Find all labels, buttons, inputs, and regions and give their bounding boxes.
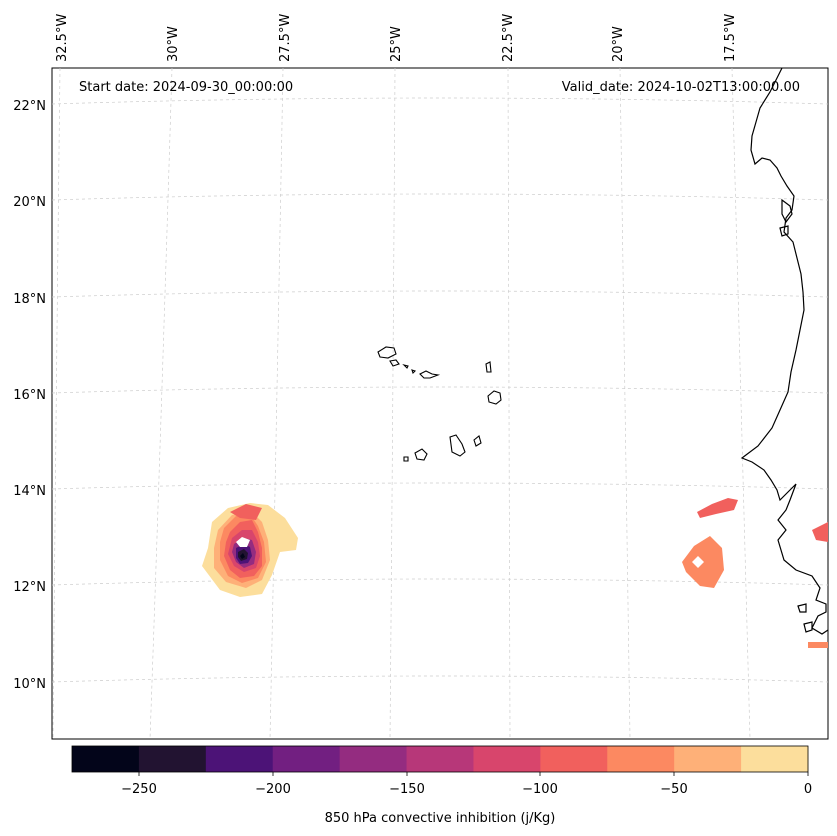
colorbar-tick-4: −50 <box>660 782 687 797</box>
lat-label-22n: 22°N <box>13 99 46 114</box>
cin-contour-east <box>682 498 828 648</box>
lat-label-14n: 14°N <box>13 484 46 499</box>
lon-label-25w: 25°W <box>389 26 404 62</box>
colorbar-swatch <box>540 746 608 772</box>
colorbar-label: 850 hPa convective inhibition (j/Kg) <box>325 811 556 826</box>
lat-label-12n: 12°N <box>13 580 46 595</box>
colorbar: −250 −200 −150 −100 −50 0 850 hPa convec… <box>71 745 812 826</box>
lon-label-27-5w: 27.5°W <box>278 14 293 62</box>
lat-label-18n: 18°N <box>13 292 46 307</box>
meridian-gridlines <box>52 67 751 740</box>
colorbar-outline <box>71 745 809 773</box>
lat-label-10n: 10°N <box>13 677 46 692</box>
colorbar-swatch <box>741 746 809 772</box>
cape-verde-islands <box>377 346 502 462</box>
cin-contour-west <box>202 503 298 597</box>
colorbar-swatch <box>674 746 742 772</box>
colorbar-swatch <box>473 746 541 772</box>
colorbar-swatch <box>272 746 341 772</box>
lon-label-20w: 20°W <box>611 26 626 62</box>
lon-label-17-5w: 17.5°W <box>723 14 738 62</box>
colorbar-swatch <box>72 746 140 772</box>
colorbar-swatch <box>339 746 408 772</box>
colorbar-tick-2: −150 <box>389 782 425 797</box>
colorbar-swatch <box>138 746 207 772</box>
lon-label-32-5w: 32.5°W <box>55 14 70 62</box>
start-date-label: Start date: 2024-09-30_00:00:00 <box>79 80 293 95</box>
lat-label-20n: 20°N <box>13 195 46 210</box>
valid-date-label: Valid_date: 2024-10-02T13:00:00.00 <box>562 80 800 95</box>
lat-label-16n: 16°N <box>13 388 46 403</box>
colorbar-tick-5: 0 <box>804 782 812 797</box>
colorbar-tick-0: −250 <box>121 782 157 797</box>
africa-coastline <box>740 67 829 635</box>
colorbar-tick-1: −200 <box>255 782 291 797</box>
lon-label-30w: 30°W <box>166 26 181 62</box>
parallel-gridlines <box>51 97 829 683</box>
colorbar-tick-3: −100 <box>522 782 558 797</box>
longitude-labels: 32.5°W 30°W 27.5°W 25°W 22.5°W 20°W 17.5… <box>55 14 738 62</box>
colorbar-swatch <box>607 746 675 772</box>
map-frame <box>51 67 829 740</box>
colorbar-swatch <box>205 746 274 772</box>
lon-label-22-5w: 22.5°W <box>501 14 516 62</box>
colorbar-swatch <box>406 746 474 772</box>
latitude-labels: 22°N 20°N 18°N 16°N 14°N 12°N 10°N <box>13 99 46 692</box>
